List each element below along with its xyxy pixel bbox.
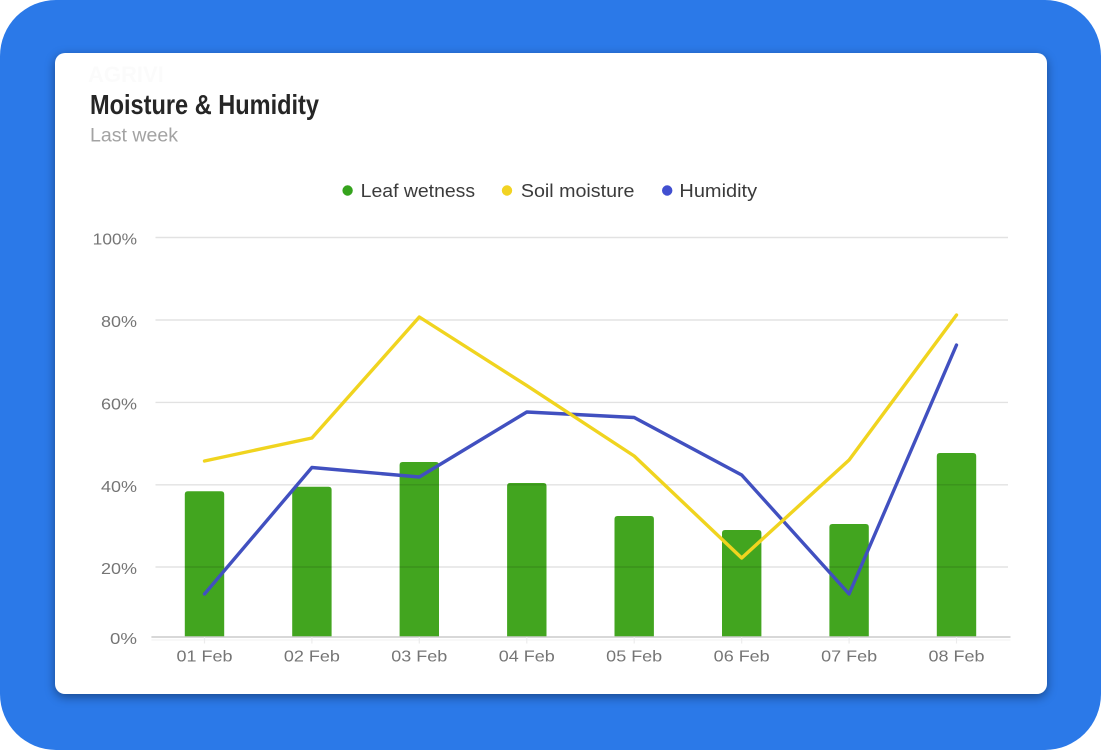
- svg-text:05 Feb: 05 Feb: [606, 649, 662, 666]
- svg-text:0%: 0%: [110, 631, 137, 648]
- svg-text:01 Feb: 01 Feb: [177, 649, 233, 666]
- svg-text:03 Feb: 03 Feb: [391, 649, 447, 666]
- svg-text:40%: 40%: [101, 479, 137, 496]
- svg-text:Moisture & Humidity: Moisture & Humidity: [90, 89, 319, 120]
- svg-text:08 Feb: 08 Feb: [929, 649, 985, 666]
- svg-text:80%: 80%: [101, 314, 137, 331]
- svg-text:Leaf wetness: Leaf wetness: [361, 181, 475, 201]
- svg-text:04 Feb: 04 Feb: [499, 649, 555, 666]
- svg-text:Soil moisture: Soil moisture: [521, 181, 635, 201]
- svg-text:Humidity: Humidity: [679, 181, 757, 201]
- svg-text:Last week: Last week: [90, 126, 179, 147]
- svg-text:07 Feb: 07 Feb: [821, 649, 877, 666]
- svg-text:AGRIVI: AGRIVI: [88, 62, 164, 87]
- svg-text:02 Feb: 02 Feb: [284, 649, 340, 666]
- svg-text:20%: 20%: [101, 561, 137, 578]
- svg-text:60%: 60%: [101, 397, 137, 414]
- svg-text:06 Feb: 06 Feb: [714, 649, 770, 666]
- svg-text:100%: 100%: [93, 232, 137, 249]
